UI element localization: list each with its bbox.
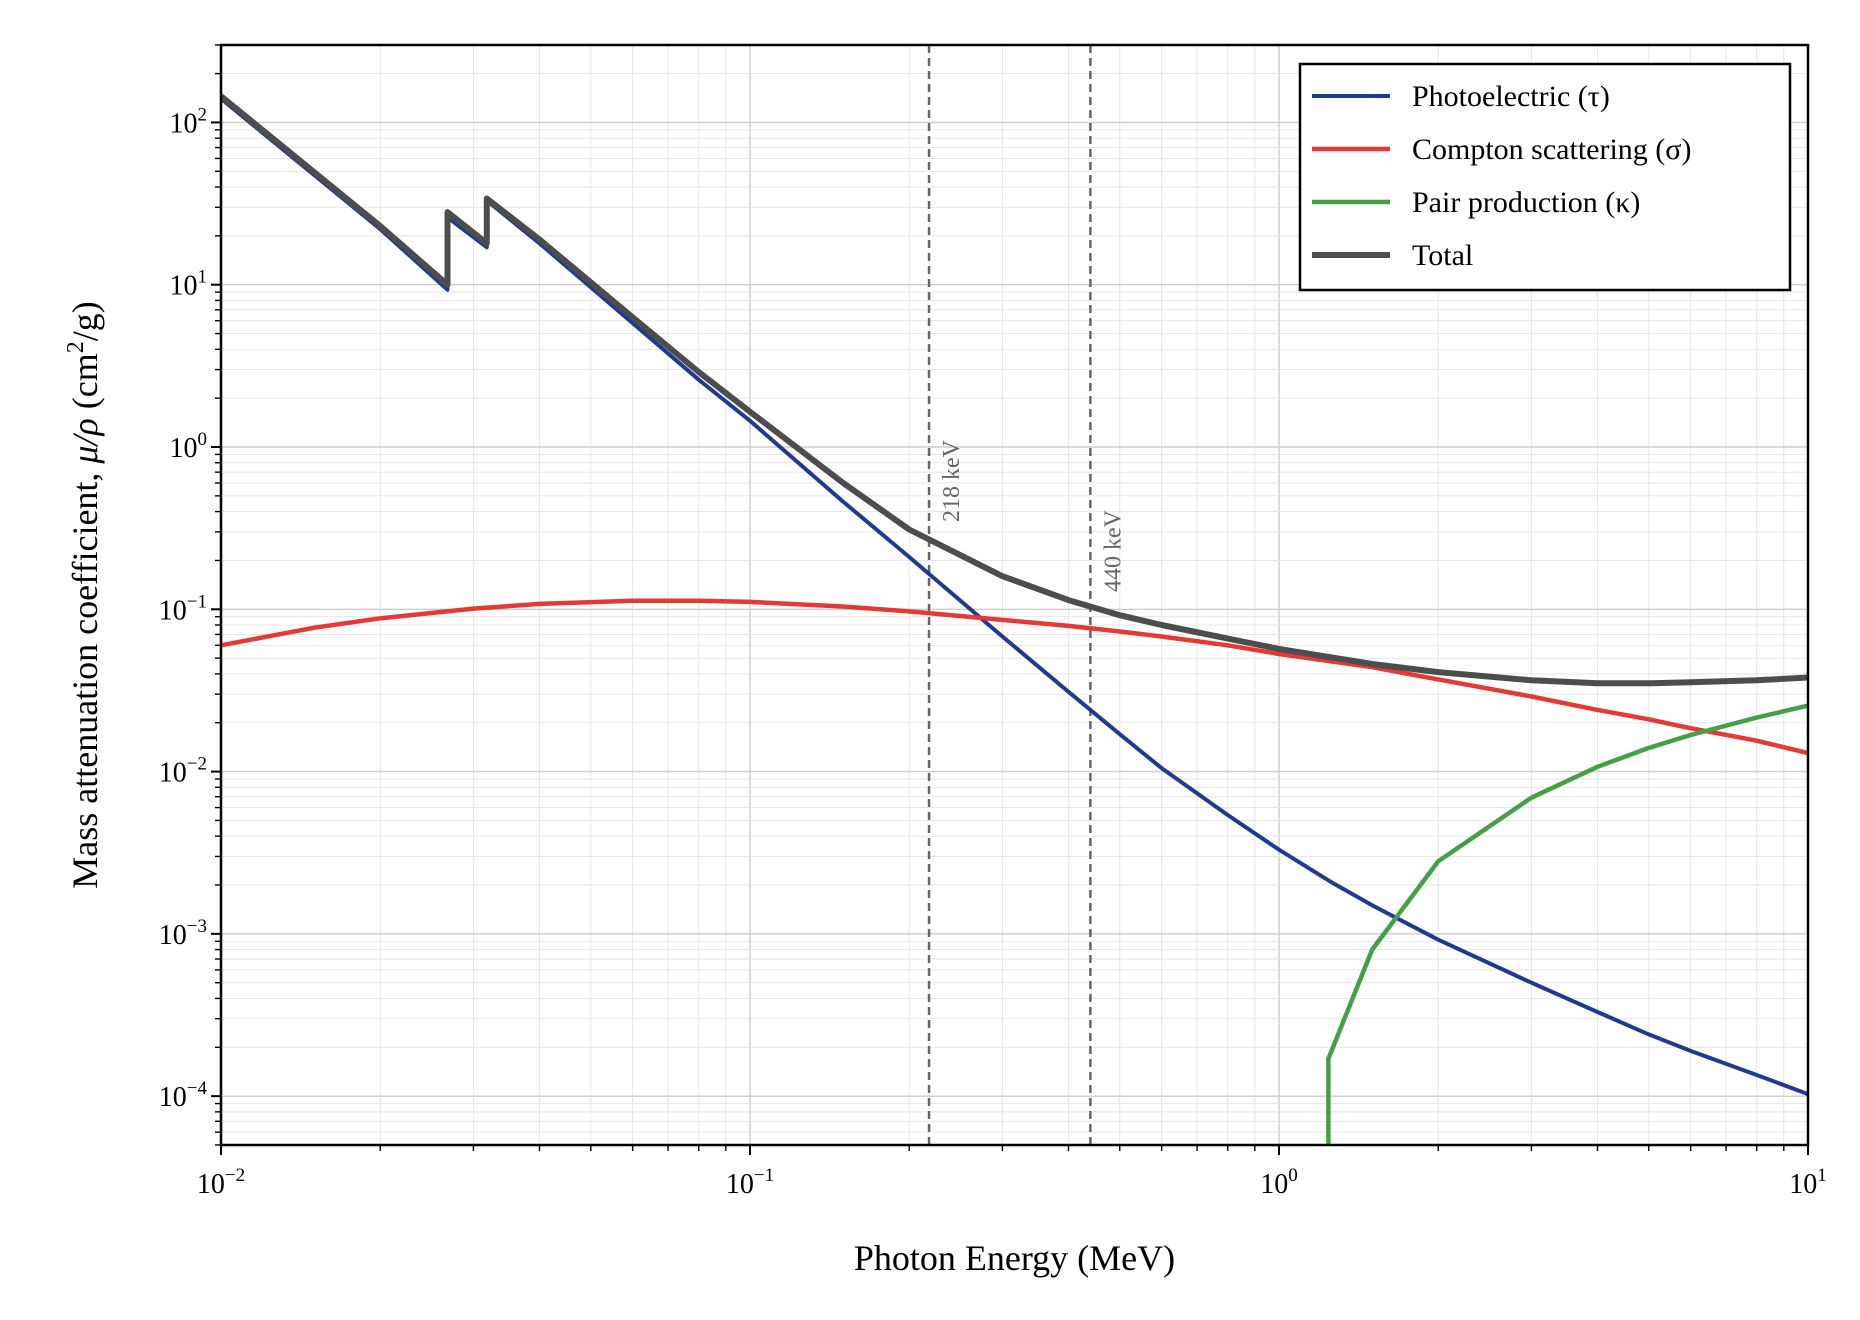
- y-tick-label: 10−3: [159, 916, 207, 951]
- x-axis-title: Photon Energy (MeV): [854, 1238, 1175, 1278]
- y-axis-title-units: (cm: [65, 353, 105, 418]
- y-tick-label: 100: [170, 429, 208, 464]
- plot-frame: [219, 43, 1810, 1147]
- reference-line-label: 440 keV: [1100, 509, 1126, 592]
- series-lines: [221, 93, 1808, 1145]
- series-line: [221, 598, 1808, 756]
- series-line: [1326, 703, 1808, 1145]
- legend-label: Pair production (κ): [1412, 186, 1640, 219]
- legend: Photoelectric (τ) Compton scattering (σ) P…: [1298, 62, 1792, 292]
- y-tick-label: 10−1: [159, 591, 207, 626]
- y-axis-title-units-exponent: 2: [63, 341, 89, 353]
- y-axis-title-units-end: /g): [65, 301, 105, 341]
- legend-label: Photoelectric (τ): [1412, 80, 1610, 113]
- reference-lines: 218 keV 440 keV: [927, 45, 1126, 1145]
- x-tick-label: 101: [1789, 1165, 1827, 1200]
- reference-line-label: 218 keV: [939, 439, 965, 522]
- series-line: [221, 93, 1808, 687]
- axis-ticks: 10−2 10−1 100 101 10−4 10−3 10−2 10−1 100 101 102: [159, 44, 1827, 1200]
- x-tick-label: 10−2: [197, 1165, 245, 1200]
- y-tick-label: 102: [170, 104, 208, 139]
- y-axis-title-main: Mass attenuation coefficient,: [65, 464, 105, 889]
- y-axis-title: Mass attenuation coefficient, μ/ρ (cm2/g…: [63, 301, 105, 889]
- y-tick-label: 10−2: [159, 754, 207, 789]
- y-axis-title-symbol: μ/ρ: [65, 418, 105, 464]
- x-tick-label: 100: [1260, 1165, 1298, 1200]
- legend-label: Compton scattering (σ): [1412, 133, 1691, 166]
- y-tick-label: 10−4: [159, 1078, 208, 1113]
- y-tick-label: 101: [170, 267, 208, 302]
- legend-label: Total: [1412, 239, 1473, 272]
- x-tick-label: 10−1: [726, 1165, 774, 1200]
